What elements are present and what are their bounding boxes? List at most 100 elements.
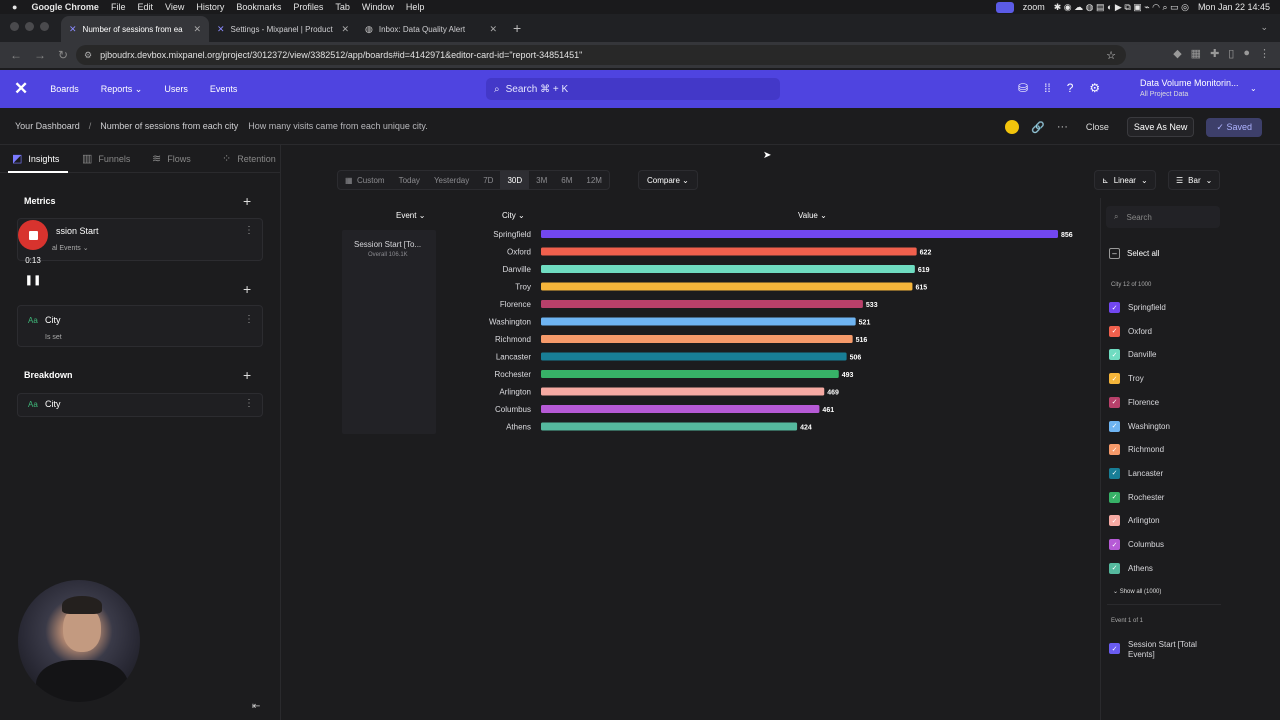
back-icon[interactable]: ←: [10, 48, 22, 62]
collapse-panel-icon[interactable]: ⇤: [252, 701, 261, 712]
date-12m[interactable]: 12M: [586, 175, 602, 185]
tab-search-icon[interactable]: ⌄: [1260, 22, 1268, 32]
menu-edit[interactable]: Edit: [137, 2, 153, 12]
database-icon[interactable]: ⛁: [1018, 81, 1029, 95]
date-7d[interactable]: 7D: [483, 175, 494, 185]
bar-washington[interactable]: [541, 317, 856, 326]
global-search[interactable]: ⌕ Search ⌘ + K: [486, 78, 780, 100]
bar-athens[interactable]: [541, 422, 798, 431]
nav-users[interactable]: Users: [164, 84, 188, 94]
nav-reports[interactable]: Reports ⌄: [100, 83, 143, 94]
select-all-checkbox[interactable]: – Select all: [1109, 248, 1159, 259]
show-all-link[interactable]: ⌄ Show all (1000): [1113, 589, 1162, 595]
metric-card[interactable]: ssion Start al Events ⌄ ⋮: [17, 218, 263, 261]
tab-retention[interactable]: ⁘ Retention: [222, 153, 276, 165]
apps-grid-icon[interactable]: ⁞⁞: [1044, 81, 1051, 95]
stop-recording-button[interactable]: [18, 220, 48, 250]
metric-aggregation[interactable]: al Events ⌄: [52, 245, 89, 252]
menu-tab[interactable]: Tab: [335, 2, 350, 12]
more-options-icon[interactable]: ···: [1056, 121, 1068, 133]
saved-button[interactable]: ✓ Saved: [1206, 117, 1262, 137]
add-breakdown-icon[interactable]: +: [243, 367, 252, 383]
legend-item-danville[interactable]: ✓ Danville: [1109, 349, 1156, 361]
event-column-header[interactable]: Event ⌄: [396, 211, 426, 220]
scale-dropdown[interactable]: ⊾ Linear ⌄: [1094, 170, 1156, 190]
legend-item-athens[interactable]: ✓ Athens: [1109, 562, 1153, 574]
bar-florence[interactable]: [541, 300, 863, 308]
puzzle-icon[interactable]: ✚: [1210, 48, 1220, 60]
legend-item-oxford[interactable]: ✓ Oxford: [1109, 325, 1152, 337]
close-tab-icon[interactable]: ✕: [193, 23, 201, 34]
menu-view[interactable]: View: [164, 2, 185, 12]
bar-arlington[interactable]: [541, 387, 825, 396]
tab-insights[interactable]: ◩ Insights: [12, 152, 70, 165]
value-column-header[interactable]: Value ⌄: [798, 211, 827, 220]
kebab-menu-icon[interactable]: ⋮: [244, 398, 254, 409]
close-tab-icon[interactable]: ✕: [341, 23, 349, 34]
add-metric-icon[interactable]: +: [243, 193, 252, 209]
menu-profiles[interactable]: Profiles: [293, 2, 324, 12]
screen-record-icon[interactable]: [995, 1, 1014, 13]
date-yesterday[interactable]: Yesterday: [433, 175, 470, 185]
gear-icon[interactable]: ⚙: [1089, 81, 1101, 95]
link-icon[interactable]: 🔗: [1031, 121, 1045, 134]
pause-icon[interactable]: ❚❚: [24, 275, 42, 286]
legend-search-input[interactable]: ⌕ Search: [1106, 206, 1220, 228]
report-description[interactable]: How many visits came from each unique ci…: [248, 121, 428, 131]
menu-history[interactable]: History: [196, 2, 225, 12]
legend-item-springfield[interactable]: ✓ Springfield: [1109, 302, 1166, 313]
bar-rochester[interactable]: [541, 370, 839, 378]
chart-type-dropdown[interactable]: ☰ Bar ⌄: [1168, 170, 1221, 190]
legend-item-rochester[interactable]: ✓ Rochester: [1109, 491, 1164, 503]
menu-app-name[interactable]: Google Chrome: [31, 2, 99, 12]
sidepanel-icon[interactable]: ▯: [1228, 48, 1235, 60]
apple-icon[interactable]: ●: [12, 2, 18, 12]
profile-avatar-icon[interactable]: ●: [1243, 47, 1250, 59]
tab-sessions[interactable]: ✕ Number of sessions from ea ✕: [61, 16, 209, 42]
chrome-menu-icon[interactable]: ⋮: [1259, 48, 1270, 60]
tab-funnels[interactable]: ▥ Funnels: [82, 153, 131, 165]
new-tab-icon[interactable]: +: [513, 20, 522, 36]
compare-dropdown[interactable]: Compare ⌄: [638, 170, 698, 190]
bar-springfield[interactable]: [541, 230, 1058, 238]
date-custom[interactable]: ▦ Custom: [345, 175, 385, 185]
date-3m[interactable]: 3M: [536, 175, 548, 185]
legend-item-arlington[interactable]: ✓ Arlington: [1109, 515, 1160, 527]
menu-bookmarks[interactable]: Bookmarks: [236, 2, 282, 12]
bar-lancaster[interactable]: [541, 352, 847, 361]
menu-help[interactable]: Help: [405, 2, 425, 12]
breadcrumb-dashboard[interactable]: Your Dashboard: [15, 121, 80, 131]
close-tab-icon[interactable]: ✕: [489, 23, 497, 34]
legend-item-troy[interactable]: ✓ Troy: [1109, 373, 1144, 385]
filter-card[interactable]: Aa City Is set ⋮: [17, 305, 263, 347]
window-controls[interactable]: [10, 22, 49, 31]
bar-richmond[interactable]: [541, 335, 853, 343]
extension-icon[interactable]: ◆: [1173, 48, 1182, 60]
bar-troy[interactable]: [541, 282, 913, 291]
legend-item-event[interactable]: ✓ Session Start [Total Events]: [1109, 640, 1218, 660]
report-title[interactable]: Number of sessions from each city: [100, 121, 239, 131]
menu-window[interactable]: Window: [361, 2, 394, 12]
add-filter-icon[interactable]: +: [243, 281, 252, 297]
bookmark-star-icon[interactable]: ☆: [1106, 49, 1116, 62]
tab-settings[interactable]: ✕ Settings - Mixpanel | Product ✕: [217, 23, 349, 34]
filter-operator[interactable]: Is set: [45, 334, 62, 341]
url-field[interactable]: ⚙ pjboudrx.devbox.mixpanel.org/project/3…: [76, 45, 1126, 65]
forward-icon[interactable]: →: [34, 48, 46, 62]
city-column-header[interactable]: City ⌄: [502, 211, 525, 220]
bar-columbus[interactable]: [541, 405, 820, 413]
breakdown-card[interactable]: Aa City ⋮: [17, 393, 263, 417]
event-cell[interactable]: Session Start [To... Overall 106.1K: [342, 230, 436, 434]
kebab-menu-icon[interactable]: ⋮: [244, 314, 254, 325]
date-30d[interactable]: 30D: [500, 171, 530, 189]
user-avatar[interactable]: [1005, 120, 1020, 134]
tab-flows[interactable]: ≋ Flows: [152, 153, 191, 165]
nav-events[interactable]: Events: [209, 84, 238, 94]
legend-item-washington[interactable]: ✓ Washington: [1109, 420, 1170, 432]
legend-item-florence[interactable]: ✓ Florence: [1109, 396, 1159, 408]
kebab-menu-icon[interactable]: ⋮: [244, 225, 254, 236]
project-selector[interactable]: Data Volume Monitorin... All Project Dat…: [1140, 78, 1257, 98]
mixpanel-logo-icon[interactable]: ✕: [14, 79, 29, 98]
legend-item-columbus[interactable]: ✓ Columbus: [1109, 539, 1164, 550]
help-icon[interactable]: ?: [1066, 81, 1074, 95]
